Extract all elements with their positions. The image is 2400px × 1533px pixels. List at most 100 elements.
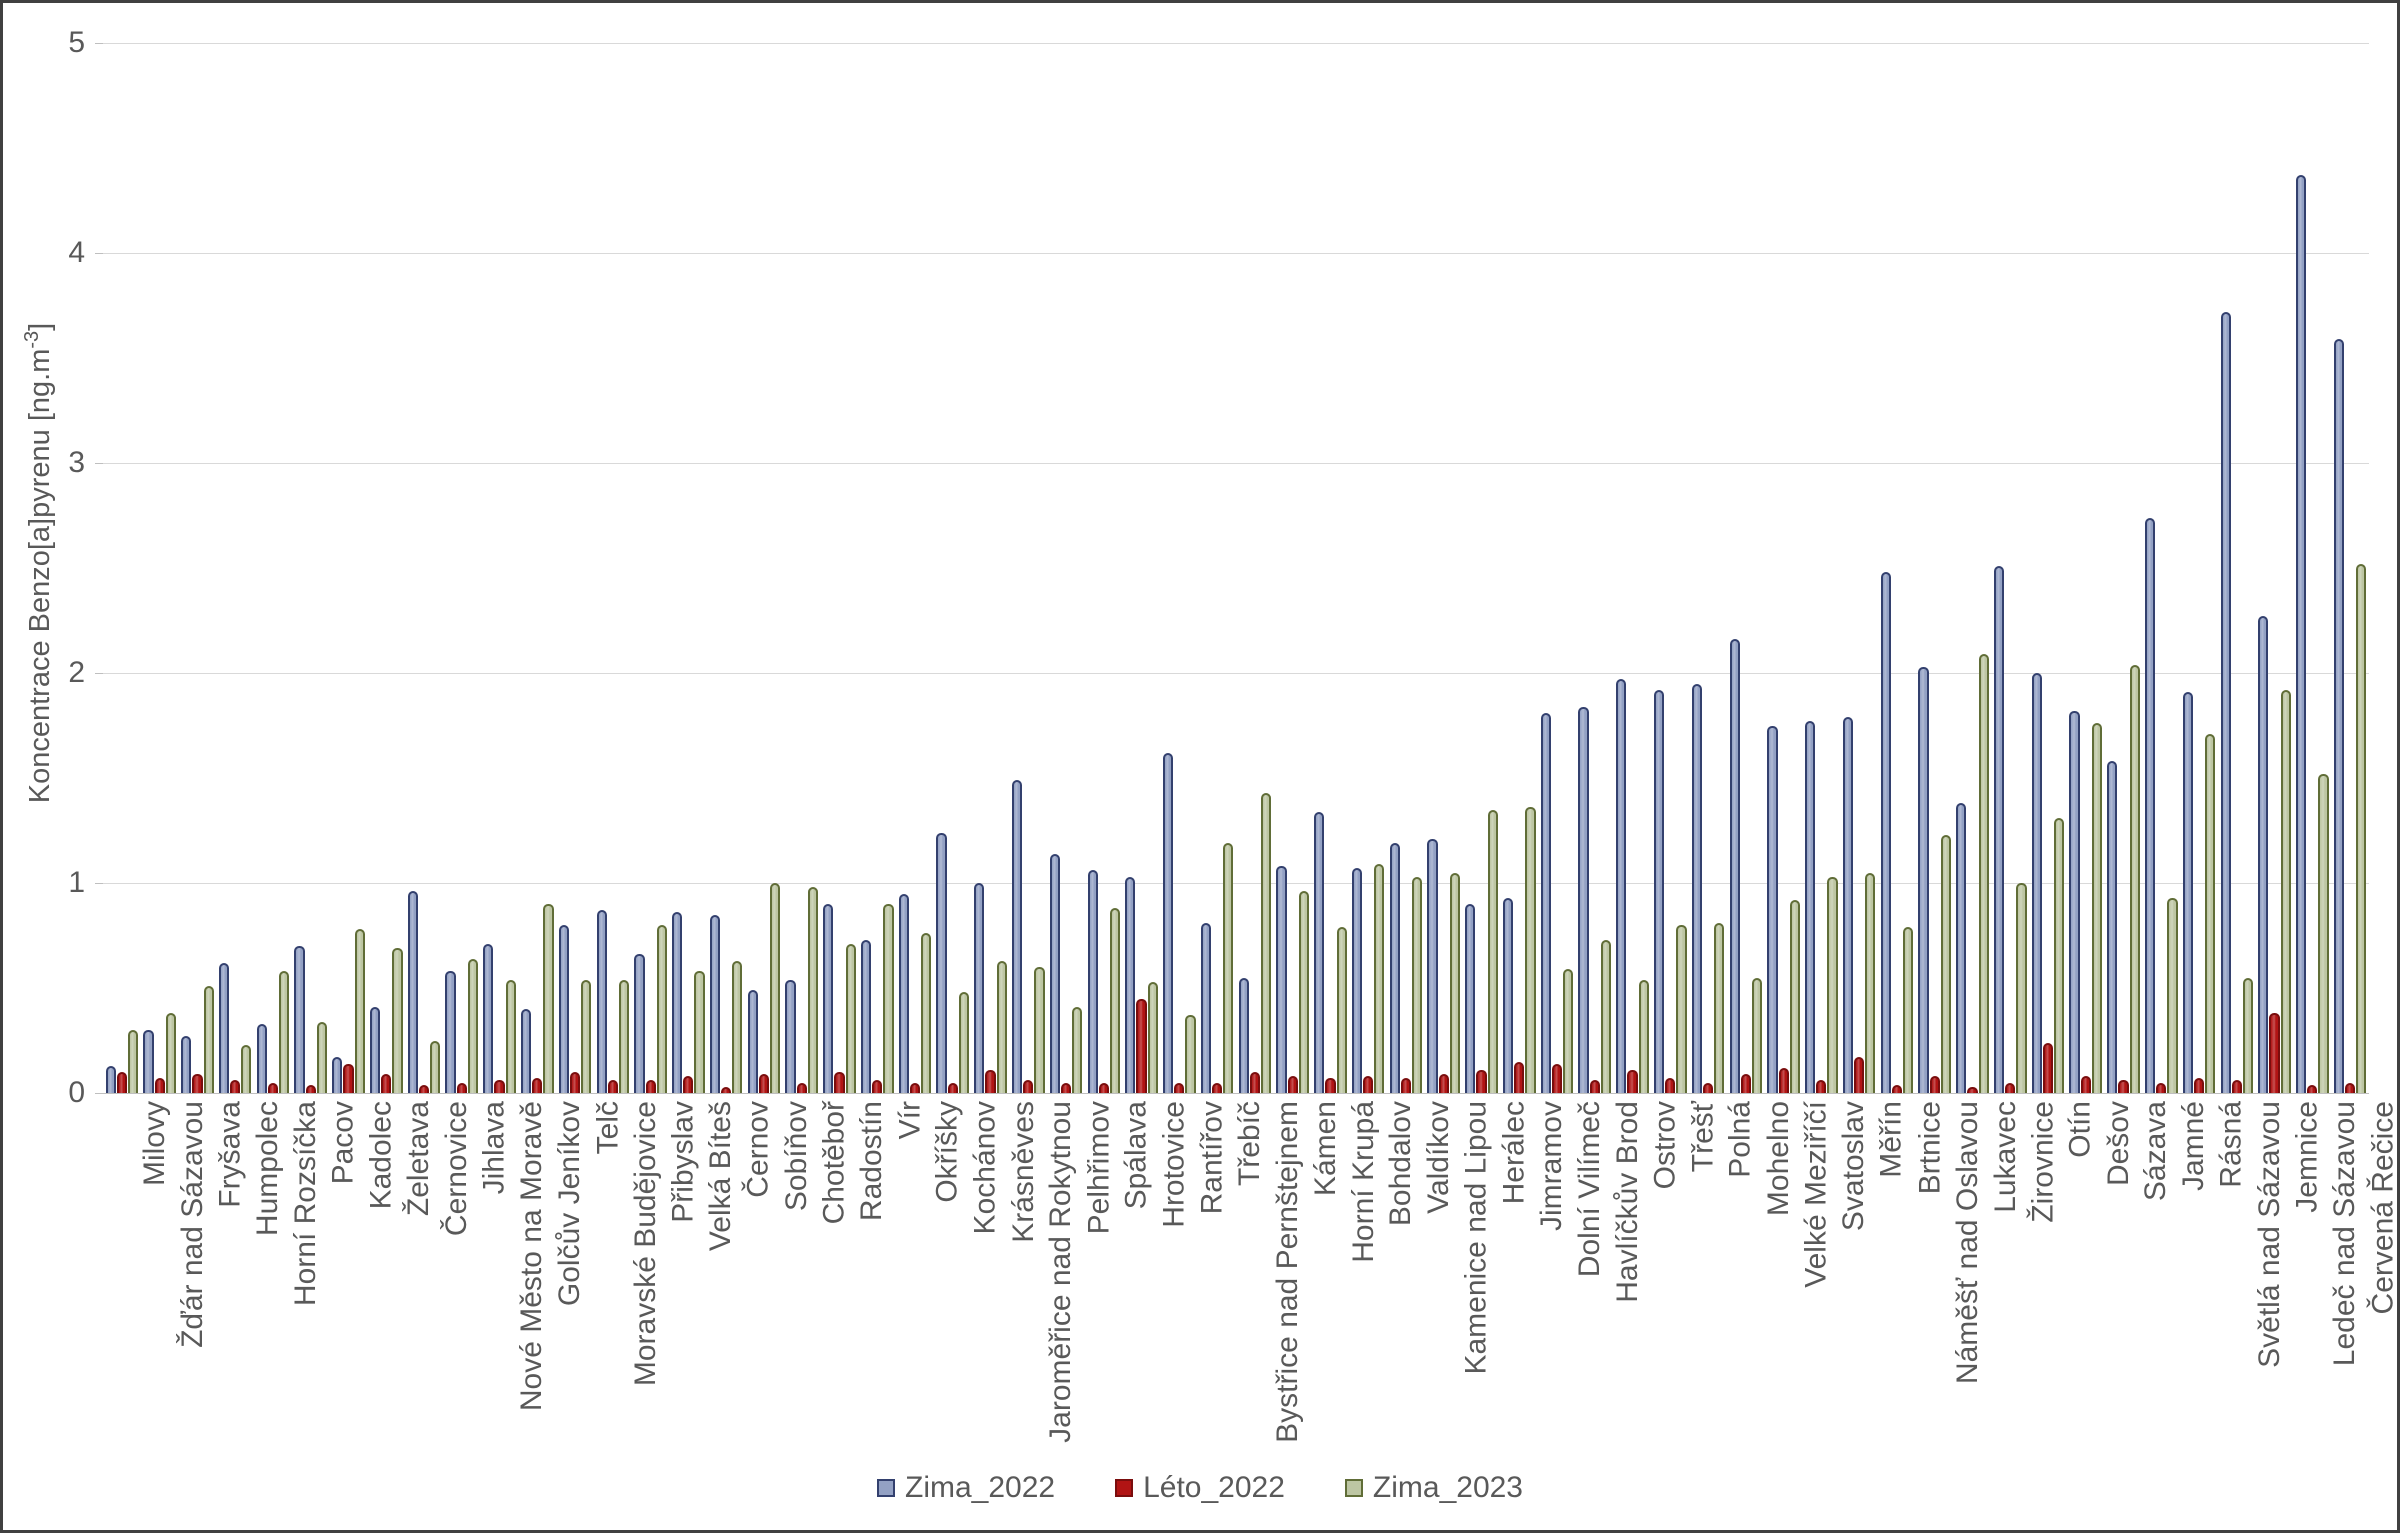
bar-Zima_2023-Vír: [883, 904, 894, 1093]
bar-Zima_2023-Černovice: [430, 1040, 441, 1093]
bar-Zima_2023-Želetava: [392, 948, 403, 1093]
bar-Léto_2022-Bystřice nad Pernštejnem: [1249, 1072, 1260, 1093]
bar-Zima_2023-Bystřice nad Pernštejnem: [1260, 792, 1272, 1093]
bar-Zima_2023-Velká Bíteš: [694, 971, 705, 1093]
bar-Zima_2022-Horní Rozsíčka: [256, 1023, 267, 1093]
bar-Zima_2022-Fryšava: [181, 1036, 192, 1093]
bar-Léto_2022-Rásná: [2193, 1078, 2205, 1093]
x-label-Kadolec: Kadolec: [364, 1101, 398, 1210]
bar-Léto_2022-Velké Meziříčí: [1778, 1067, 1789, 1093]
bar-Zima_2022-Ostrov: [1616, 679, 1627, 1093]
bar-Zima_2022-Pelhřimov: [1049, 853, 1060, 1093]
bar-Zima_2023-Jamné: [2167, 897, 2178, 1093]
x-label-Jihlava: Jihlava: [477, 1101, 511, 1195]
bar-Zima_2023-Hrotovice: [1147, 981, 1158, 1093]
x-label-Velké Meziříčí: Velké Meziříčí: [1799, 1101, 1833, 1288]
bar-Léto_2022-Žirovnice: [2005, 1082, 2016, 1093]
y-tick-mark-3: [95, 463, 103, 464]
y-tick-mark-2: [95, 673, 103, 674]
bar-Zima_2023-Světlá nad Sázavou: [2242, 977, 2254, 1093]
bar-Zima_2023-Pelhřimov: [1072, 1006, 1083, 1093]
bar-Léto_2022-Velká Bíteš: [683, 1076, 694, 1093]
x-label-Havlíčkův Brod: Havlíčkův Brod: [1610, 1101, 1644, 1303]
bar-Zima_2023-Humpolec: [241, 1044, 252, 1093]
bar-Zima_2023-Jimramov: [1525, 807, 1536, 1093]
x-label-Horní Rozsíčka: Horní Rozsíčka: [288, 1101, 322, 1307]
bar-Zima_2023-Golčův Jeníkov: [543, 904, 554, 1093]
x-label-Horní Krupá: Horní Krupá: [1346, 1101, 1380, 1263]
x-label-Humpolec: Humpolec: [251, 1101, 285, 1237]
bar-Zima_2023-Kadolec: [354, 929, 365, 1093]
bar-Léto_2022-Herálec: [1476, 1069, 1487, 1093]
bar-Zima_2023-Sázava: [2129, 664, 2140, 1093]
bar-Zima_2022-Vír: [860, 939, 872, 1093]
bar-Zima_2022-Kadolec: [332, 1057, 343, 1093]
x-label-Světlá nad Sázavou: Světlá nad Sázavou: [2252, 1101, 2286, 1368]
bar-Zima_2023-Radostín: [845, 943, 856, 1093]
x-label-Rásná: Rásná: [2215, 1101, 2249, 1188]
bar-Léto_2022-Ledeč nad Sázavou: [2307, 1084, 2318, 1093]
bar-Zima_2022-Milovy: [105, 1065, 116, 1093]
bar-Zima_2023-Dešov: [2091, 723, 2103, 1093]
bar-Léto_2022-Hrotovice: [1136, 998, 1147, 1093]
bar-Léto_2022-Jaroměřice nad Rokytnou: [1023, 1080, 1034, 1093]
bar-Zima_2023-Horní Rozsíčka: [279, 971, 290, 1093]
bar-Zima_2022-Velké Meziříčí: [1767, 725, 1778, 1093]
legend-item-zima-2023: Zima_2023: [1344, 1471, 1523, 1505]
bar-Zima_2022-Sázava: [2107, 761, 2118, 1093]
bar-Zima_2022-Hrotovice: [1125, 876, 1136, 1093]
bar-Zima_2023-Kamenice nad Lipou: [1449, 872, 1460, 1093]
bar-Zima_2023-Náměšť nad Oslavou: [1940, 834, 1951, 1093]
bar-Zima_2022-Třešť: [1654, 689, 1665, 1093]
bar-Léto_2022-Náměšť nad Oslavou: [1929, 1076, 1940, 1093]
bar-Zima_2022-Okříšky: [898, 893, 909, 1093]
x-label-Černovice: Černovice: [440, 1101, 474, 1237]
x-label-Jemnice: Jemnice: [2290, 1101, 2324, 1213]
bar-Zima_2022-Černovice: [407, 891, 418, 1093]
y-tick-mark-5: [95, 43, 103, 44]
bar-Zima_2023-Jaroměřice nad Rokytnou: [1034, 967, 1045, 1093]
bar-Zima_2022-Valdíkov: [1389, 843, 1400, 1093]
legend-label-zima-2023: Zima_2023: [1372, 1471, 1523, 1504]
x-label-Polná: Polná: [1724, 1101, 1758, 1178]
bar-Zima_2023-Otín: [2054, 817, 2065, 1093]
x-label-Herálec: Herálec: [1497, 1101, 1531, 1205]
x-label-Červená Řečice: Červená Řečice: [2366, 1101, 2400, 1315]
x-label-Brtnice: Brtnice: [1912, 1101, 1946, 1195]
y-axis-title-suffix: ]: [23, 322, 56, 331]
bar-Zima_2023-Žirovnice: [2016, 883, 2027, 1093]
x-label-Dolní Vilímeč: Dolní Vilímeč: [1573, 1101, 1607, 1278]
bar-Léto_2022-Okříšky: [909, 1082, 921, 1093]
x-label-Vír: Vír: [893, 1101, 927, 1140]
bar-Zima_2022-Herálec: [1465, 904, 1476, 1093]
x-label-Mohelno: Mohelno: [1761, 1101, 1795, 1217]
bar-Zima_2023-Kochánov: [958, 992, 970, 1093]
x-label-Lukavec: Lukavec: [1988, 1101, 2022, 1213]
y-tick-mark-0: [95, 1093, 103, 1094]
bar-Zima_2022-Jemnice: [2258, 616, 2269, 1093]
bar-Léto_2022-Horní Rozsíčka: [267, 1082, 279, 1093]
x-label-Kámen: Kámen: [1308, 1101, 1342, 1197]
x-label-Milovy: Milovy: [137, 1101, 171, 1187]
bar-Zima_2023-Černov: [732, 960, 743, 1093]
bar-Zima_2022-Bystřice nad Pernštejnem: [1238, 977, 1249, 1093]
bar-Léto_2022-Kámen: [1287, 1076, 1298, 1093]
x-label-Želetava: Želetava: [402, 1101, 436, 1217]
bar-Zima_2023-Nové Město na Moravě: [505, 979, 516, 1093]
bar-Zima_2023-Lukavec: [1978, 654, 1989, 1093]
bar-Zima_2023-Rantířov: [1185, 1015, 1196, 1093]
bar-Léto_2022-Golčův Jeníkov: [532, 1078, 543, 1093]
bar-Zima_2023-Ostrov: [1638, 979, 1649, 1093]
x-label-Moravské Budějovice: Moravské Budějovice: [628, 1101, 662, 1387]
bar-Zima_2023-Havlíčkův Brod: [1600, 939, 1612, 1093]
bar-Léto_2022-Ostrov: [1627, 1069, 1638, 1093]
bar-Zima_2022-Kamenice nad Lipou: [1427, 838, 1438, 1093]
bar-Zima_2023-Sobíňov: [770, 883, 781, 1093]
legend-swatch-zima-2023: [1344, 1479, 1363, 1497]
bar-Zima_2022-Golčův Jeníkov: [521, 1009, 532, 1093]
y-tick-label-3: 3: [68, 446, 85, 479]
bar-Zima_2023-Třešť: [1676, 925, 1687, 1093]
bar-Léto_2022-Lukavec: [1967, 1086, 1978, 1093]
bar-Zima_2022-Želetava: [369, 1006, 381, 1093]
x-label-Hrotovice: Hrotovice: [1157, 1101, 1191, 1228]
